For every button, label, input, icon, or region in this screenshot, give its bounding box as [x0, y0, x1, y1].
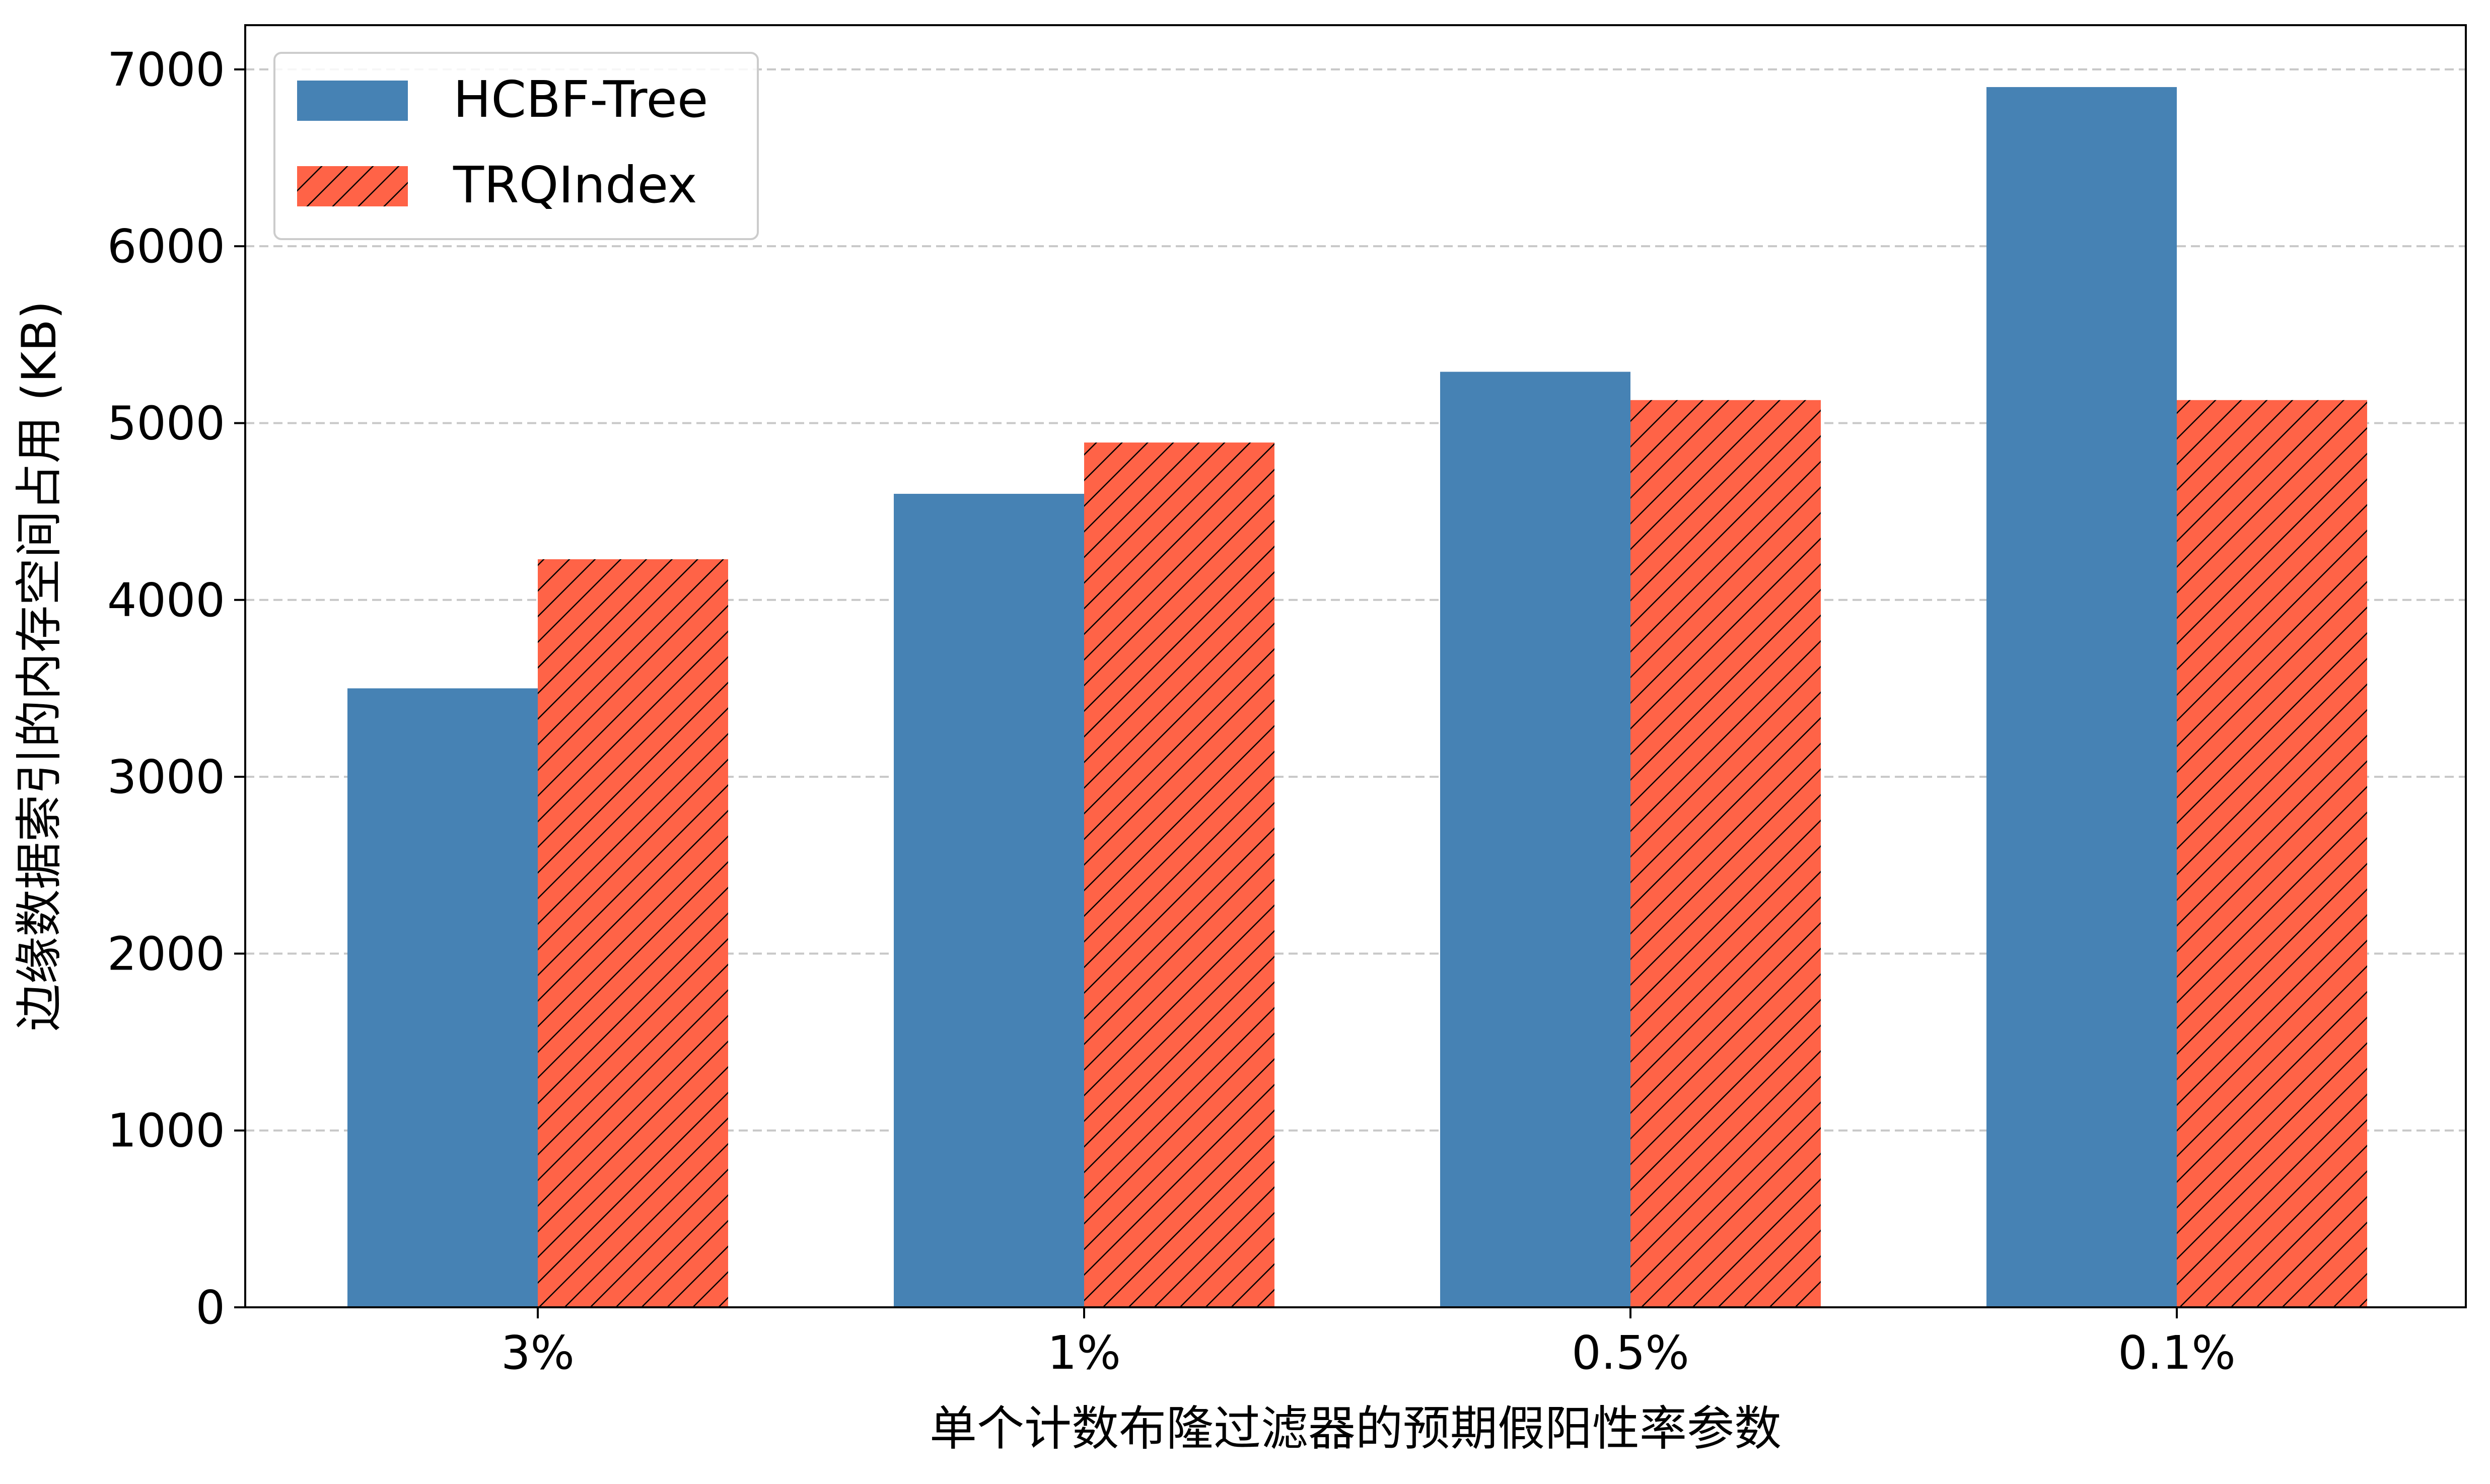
x-axis-title: 单个计数布隆过滤器的预期假阳性率参数 [930, 1401, 1782, 1456]
y-tick-label: 0 [195, 1281, 225, 1334]
bar-hcbf-tree-2 [1440, 372, 1630, 1307]
legend-label-hcbf-tree: HCBF-Tree [453, 70, 708, 129]
legend-swatch-trqindex [297, 166, 408, 206]
bar-trqindex-2 [1630, 400, 1821, 1307]
y-tick-label: 3000 [107, 750, 225, 804]
legend: HCBF-Tree TRQIndex [274, 53, 758, 239]
x-tick-label: 3% [501, 1326, 575, 1380]
y-tick-label: 4000 [107, 573, 225, 627]
y-tick-label: 2000 [107, 927, 225, 981]
x-tick-label: 1% [1047, 1326, 1121, 1380]
bar-hcbf-tree-1 [894, 494, 1084, 1307]
bar-trqindex-1 [1084, 442, 1274, 1307]
y-tick-label: 6000 [107, 219, 225, 273]
bar-hcbf-tree-3 [1986, 87, 2177, 1307]
legend-swatch-hcbf-tree [297, 81, 408, 121]
bars [347, 87, 2367, 1307]
bar-hcbf-tree-0 [347, 688, 538, 1307]
y-tick-label: 7000 [107, 43, 225, 97]
y-axis-title: 边缘数据索引的内存空间占用 (KB) [12, 301, 67, 1031]
y-tick-label: 5000 [107, 396, 225, 450]
legend-label-trqindex: TRQIndex [453, 156, 697, 214]
bar-trqindex-0 [538, 559, 728, 1307]
x-axis: 3% 1% 0.5% 0.1% [501, 1307, 2236, 1380]
y-tick-label: 1000 [107, 1104, 225, 1158]
y-axis: 0 1000 2000 3000 4000 5000 6000 7000 [107, 43, 245, 1334]
x-tick-label: 0.5% [1572, 1326, 1689, 1380]
bar-trqindex-3 [2177, 400, 2367, 1307]
x-tick-label: 0.1% [2118, 1326, 2236, 1380]
